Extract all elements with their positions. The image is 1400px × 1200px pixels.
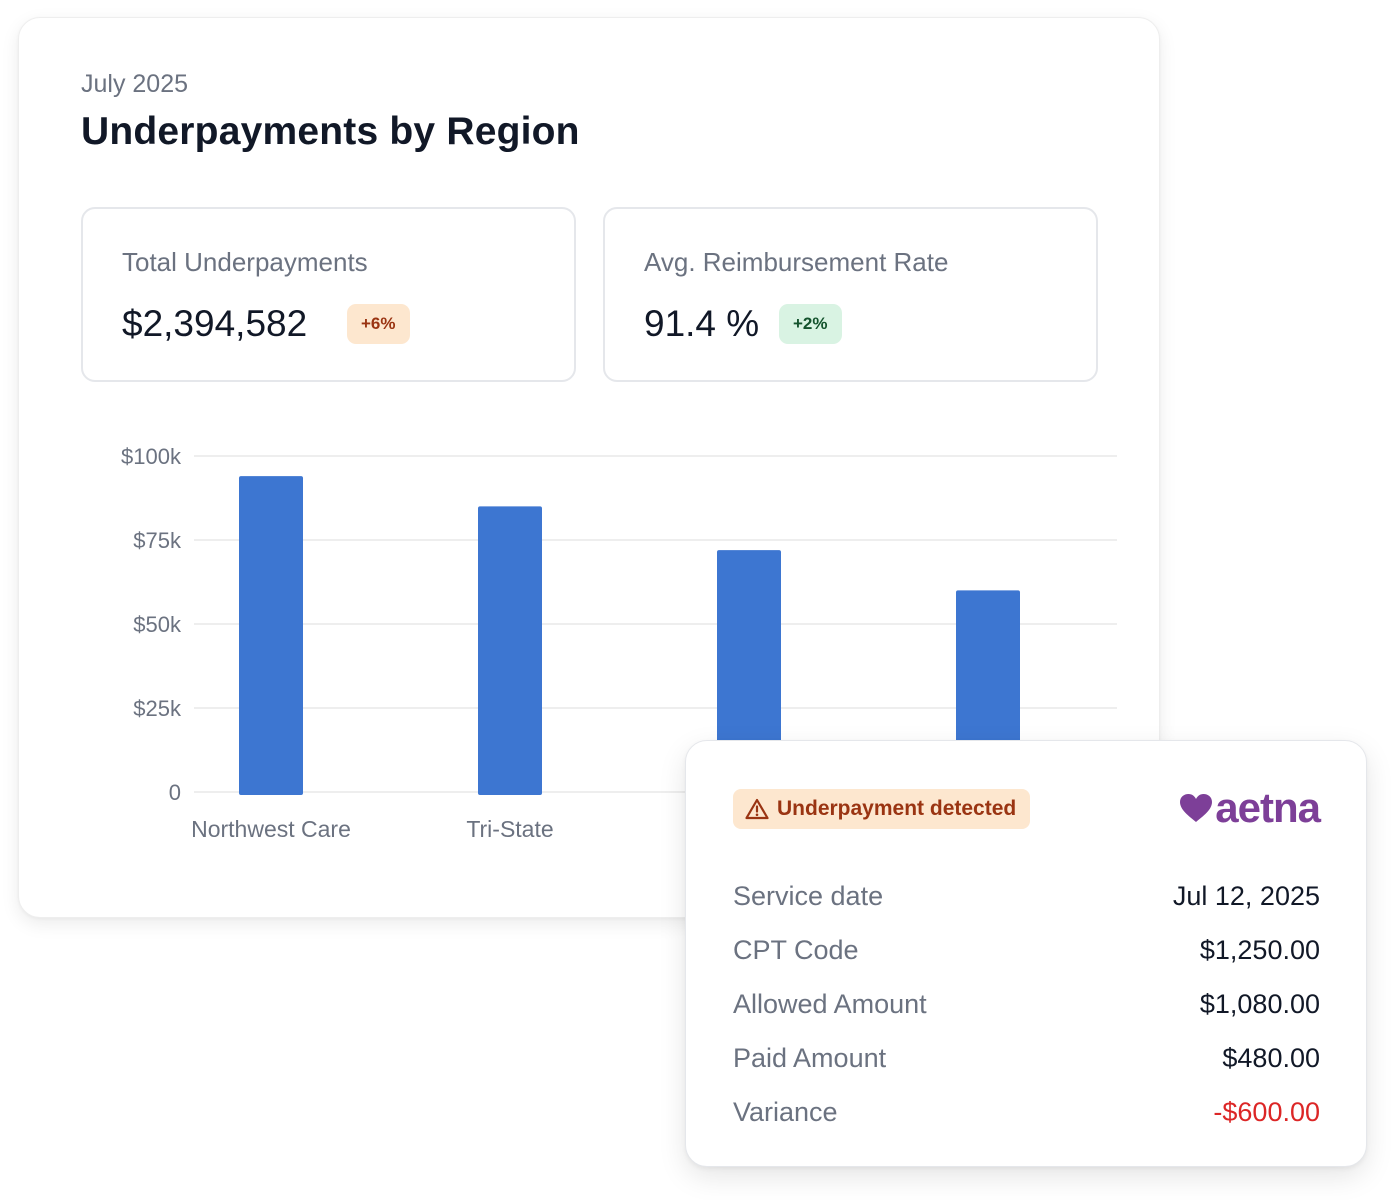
underpayments-card: July 2025 Underpayments by Region Total … bbox=[18, 17, 1160, 918]
y-tick-label: $50k bbox=[133, 612, 182, 637]
claim-detail-rows: Service date Jul 12, 2025 CPT Code $1,25… bbox=[733, 869, 1320, 1139]
heart-icon bbox=[1179, 793, 1213, 823]
alert-text: Underpayment detected bbox=[777, 797, 1017, 820]
row-value: $1,250.00 bbox=[1199, 934, 1320, 965]
bar[interactable] bbox=[717, 550, 781, 795]
row-label: Service date bbox=[733, 880, 884, 911]
warning-triangle-icon bbox=[745, 798, 769, 820]
logo-text: aetna bbox=[1215, 784, 1321, 831]
row-label: Variance bbox=[733, 1096, 838, 1127]
x-tick-label: Tri-State bbox=[466, 816, 553, 842]
detail-row-variance: Variance -$600.00 bbox=[733, 1085, 1320, 1139]
row-value: Jul 12, 2025 bbox=[1172, 880, 1320, 911]
page-title: Underpayments by Region bbox=[81, 110, 580, 153]
y-tick-label: $100k bbox=[121, 444, 182, 469]
kpi-value: 91.4 % bbox=[644, 303, 760, 344]
bar[interactable] bbox=[478, 506, 542, 795]
x-tick-label: Northwest Care bbox=[191, 816, 351, 842]
period-label: July 2025 bbox=[81, 70, 189, 98]
y-tick-label: $25k bbox=[133, 696, 182, 721]
row-label: Paid Amount bbox=[733, 1042, 887, 1073]
detail-row-allowed-amount: Allowed Amount $1,080.00 bbox=[733, 977, 1320, 1031]
detail-row-service-date: Service date Jul 12, 2025 bbox=[733, 869, 1320, 923]
kpi-value: $2,394,582 bbox=[122, 303, 308, 344]
kpi-avg-reimbursement-rate: Avg. Reimbursement Rate 91.4 % +2% bbox=[603, 207, 1098, 382]
detail-row-paid-amount: Paid Amount $480.00 bbox=[733, 1031, 1320, 1085]
row-value: $1,080.00 bbox=[1199, 988, 1320, 1019]
aetna-logo: aetna bbox=[1179, 784, 1321, 831]
row-value: $480.00 bbox=[1222, 1042, 1320, 1073]
kpi-total-underpayments: Total Underpayments $2,394,582 +6% bbox=[81, 207, 576, 382]
bar-chart: 0 $25k $50k $75k $100k Northwest Care Tri-Stat… bbox=[79, 418, 1129, 858]
underpayment-alert-badge: Underpayment detected bbox=[733, 789, 1031, 829]
claim-detail-card: Underpayment detected aetna Service date… bbox=[685, 740, 1367, 1167]
change-badge: +2% bbox=[779, 304, 842, 344]
kpi-label: Avg. Reimbursement Rate bbox=[644, 247, 949, 277]
bar[interactable] bbox=[239, 476, 303, 795]
row-value: -$600.00 bbox=[1213, 1096, 1320, 1127]
row-label: CPT Code bbox=[733, 934, 859, 965]
bar-chart-svg: 0 $25k $50k $75k $100k Northwest Care Tri-Stat… bbox=[121, 444, 1117, 842]
kpi-label: Total Underpayments bbox=[122, 247, 368, 277]
change-badge: +6% bbox=[347, 304, 410, 344]
y-tick-label: 0 bbox=[169, 780, 181, 805]
row-label: Allowed Amount bbox=[733, 988, 927, 1019]
detail-row-cpt-code: CPT Code $1,250.00 bbox=[733, 923, 1320, 977]
y-tick-label: $75k bbox=[133, 528, 182, 553]
